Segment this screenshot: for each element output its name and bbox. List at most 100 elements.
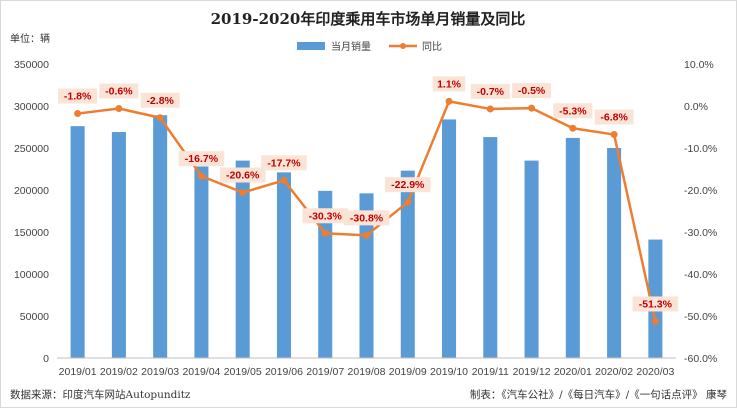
yoy-label-box xyxy=(553,103,593,119)
yoy-data-label: -0.6% xyxy=(105,86,133,98)
yoy-data-label: -5.3% xyxy=(559,105,587,117)
legend-label-line: 同比 xyxy=(422,41,442,53)
footer-source: 数据来源：印度汽车网站Autopunditz xyxy=(10,388,191,401)
yoy-data-label: -30.8% xyxy=(350,212,384,224)
x-tick-label: 2019/02 xyxy=(100,366,138,378)
y-right-tick-label: 10.0% xyxy=(684,59,714,71)
yoy-point-2019/03 xyxy=(156,114,164,122)
yoy-data-label: -16.7% xyxy=(185,153,219,165)
y-right-tick-label: -50.0% xyxy=(684,311,717,323)
yoy-label-group: 1.1% xyxy=(432,76,466,92)
yoy-label-box xyxy=(594,109,634,125)
y-right-tick-label: -40.0% xyxy=(684,269,717,281)
yoy-label-box xyxy=(512,83,552,99)
bar-2020/02 xyxy=(607,148,622,358)
yoy-data-label: -2.8% xyxy=(146,95,174,107)
yoy-data-label: -17.7% xyxy=(267,157,301,169)
bar-2019/12 xyxy=(524,160,539,358)
yoy-point-2019/07 xyxy=(321,229,329,237)
bar-2019/10 xyxy=(442,119,457,358)
x-tick-label: 2020/02 xyxy=(595,366,633,378)
y-left-tick-label: 150000 xyxy=(14,227,49,239)
bar-2020/01 xyxy=(565,137,580,358)
yoy-label-group: -1.8% xyxy=(58,88,98,104)
yoy-label-box xyxy=(302,208,349,224)
x-tick-label: 2019/07 xyxy=(306,366,344,378)
yoy-point-2020/01 xyxy=(569,124,577,132)
x-tick-label: 2020/01 xyxy=(554,366,592,378)
yoy-label-box xyxy=(261,155,307,171)
x-tick-label: 2019/03 xyxy=(141,366,179,378)
yoy-label-box xyxy=(178,151,225,167)
yoy-point-2019/10 xyxy=(445,97,453,105)
yoy-label-group: -16.7% xyxy=(178,151,225,167)
y-left-tick-label: 300000 xyxy=(14,101,49,113)
bar-2019/09 xyxy=(400,170,415,358)
x-axis: 2019/01 2019/02 2019/03 2019/04 2019/05 2019/… xyxy=(57,357,676,378)
yoy-label-box xyxy=(432,76,466,92)
data-labels: -1.8% -0.6%-2.8%-16.7%-20.6%-17.7%-30.3% -… xyxy=(58,76,679,312)
y-right-tick-label: -60.0% xyxy=(684,353,717,365)
yoy-label-group: -0.7% xyxy=(470,83,510,99)
yoy-label-box xyxy=(343,210,390,226)
yoy-data-label: -20.6% xyxy=(226,170,260,182)
yoy-point-2020/02 xyxy=(610,131,618,139)
x-tick-label: 2019/10 xyxy=(430,366,468,378)
y-right-tick-label: -10.0% xyxy=(684,143,717,155)
yoy-label-box xyxy=(58,88,98,104)
yoy-label-group: -2.8% xyxy=(140,92,180,108)
legend-swatch-marker xyxy=(400,43,406,49)
x-tick-label: 2019/06 xyxy=(265,366,303,378)
yoy-point-2019/01 xyxy=(74,110,82,118)
y-left-tick-label: 0 xyxy=(43,353,49,365)
yoy-label-group: -51.3% xyxy=(632,296,679,312)
right-axis: -60.0% -50.0% -40.0% -30.0% -20.0% -10.0% 0.0%… xyxy=(684,59,717,365)
yoy-point-2019/11 xyxy=(486,105,494,113)
yoy-label-group: -6.8% xyxy=(594,109,634,125)
yoy-point-2019/06 xyxy=(280,176,288,184)
yoy-point-2019/02 xyxy=(115,105,123,113)
legend: 当月销量 同比 xyxy=(297,40,442,53)
yoy-point-2019/09 xyxy=(404,198,412,206)
x-tick-label: 2019/05 xyxy=(224,366,262,378)
x-tick-label: 2019/01 xyxy=(59,366,97,378)
yoy-data-label: -22.9% xyxy=(391,179,425,191)
yoy-label-box xyxy=(470,83,510,99)
bar-2019/11 xyxy=(483,137,498,358)
yoy-data-label: -0.5% xyxy=(518,85,546,97)
yoy-label-group: -30.3% xyxy=(302,208,349,224)
yoy-label-box xyxy=(219,167,266,183)
x-tick-label: 2019/12 xyxy=(513,366,551,378)
left-axis: 0 50000 100000 150000 200000 250000 300000 3500… xyxy=(14,59,49,365)
yoy-label-group: -0.6% xyxy=(99,83,139,99)
yoy-label-group: -30.8% xyxy=(343,210,390,226)
yoy-point-2019/04 xyxy=(197,172,205,180)
footer-credit: 制表：《汽车公社》/《每日汽车》/《一句话点评》 康琴 xyxy=(470,388,728,401)
y-left-tick-label: 350000 xyxy=(14,59,49,71)
chart-title: 2019-2020年印度乘用车市场单月销量及同比 xyxy=(211,10,526,28)
yoy-point-2019/12 xyxy=(528,104,536,112)
yoy-point-2019/05 xyxy=(239,189,247,197)
yoy-data-label: -1.8% xyxy=(64,91,92,103)
yoy-label-group: -5.3% xyxy=(553,103,593,119)
yoy-data-label: -51.3% xyxy=(639,298,673,310)
x-tick-label: 2019/09 xyxy=(389,366,427,378)
yoy-label-box xyxy=(632,296,679,312)
yoy-data-label: -0.7% xyxy=(477,86,505,98)
bar-2019/05 xyxy=(235,160,250,358)
y-right-tick-label: -30.0% xyxy=(684,227,717,239)
bar-2019/06 xyxy=(276,172,291,358)
yoy-data-label: -30.3% xyxy=(309,210,343,222)
yoy-label-group: -0.5% xyxy=(512,83,552,99)
line-series xyxy=(74,97,659,325)
bar-2019/04 xyxy=(194,166,209,358)
y-left-tick-label: 250000 xyxy=(14,143,49,155)
legend-swatch-bar xyxy=(297,42,325,50)
yoy-label-box xyxy=(140,92,180,108)
y-left-tick-label: 100000 xyxy=(14,269,49,281)
yoy-data-label: -6.8% xyxy=(600,112,628,124)
y-left-tick-label: 200000 xyxy=(14,185,49,197)
x-tick-label: 2019/08 xyxy=(348,366,386,378)
